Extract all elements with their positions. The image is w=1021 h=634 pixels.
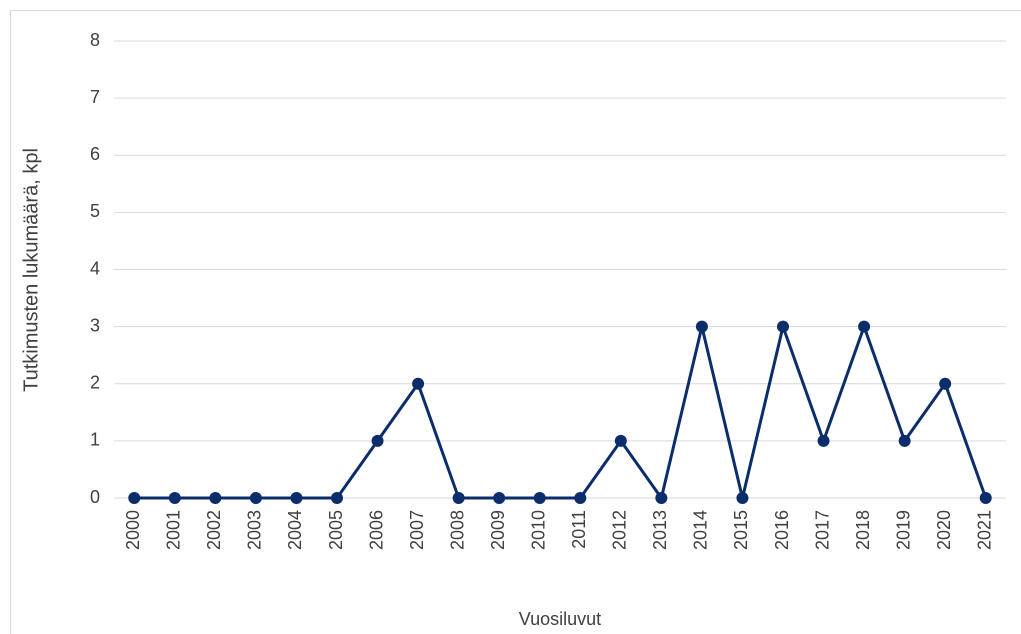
x-tick-label: 2021 (974, 510, 994, 550)
y-tick-label: 4 (90, 258, 100, 278)
data-point (574, 492, 587, 504)
y-tick-label: 7 (90, 87, 100, 107)
x-tick-label: 2012 (610, 510, 630, 550)
data-point (371, 434, 384, 447)
y-tick-label: 2 (90, 373, 100, 393)
data-point (655, 492, 668, 504)
x-tick-label: 2017 (812, 510, 832, 550)
data-point (168, 492, 181, 504)
data-point (209, 492, 222, 504)
y-tick-label: 0 (90, 487, 100, 507)
x-tick-label: 2016 (772, 510, 792, 550)
x-axis-label: Vuosiluvut (519, 609, 601, 629)
x-tick-label: 2015 (731, 510, 751, 550)
data-point (939, 377, 952, 390)
data-point (249, 492, 262, 504)
x-tick-label: 2004 (285, 510, 305, 550)
x-tick-label: 2003 (245, 510, 265, 550)
data-point (614, 434, 627, 447)
data-point (898, 434, 911, 447)
chart-border (10, 10, 1021, 634)
data-point (777, 320, 789, 333)
x-tick-label: 2019 (893, 510, 913, 550)
data-point (493, 492, 506, 504)
x-tick-label: 2010 (528, 510, 548, 550)
x-tick-label: 2009 (488, 510, 508, 550)
x-tick-label: 2008 (447, 510, 467, 550)
data-point (858, 320, 871, 333)
x-tick-label: 2014 (691, 510, 711, 550)
y-tick-label: 1 (90, 430, 100, 450)
data-point (412, 377, 425, 390)
x-tick-label: 2000 (123, 510, 143, 550)
x-tick-label: 2006 (366, 510, 386, 550)
x-tick-label: 2020 (934, 510, 954, 550)
x-tick-label: 2011 (569, 510, 589, 549)
data-line (134, 325, 988, 500)
data-point (290, 492, 303, 504)
y-axis-label: Tutkimusten lukumäärä, kpl (20, 148, 42, 392)
x-tick-label: 2013 (650, 510, 670, 550)
data-point (533, 492, 546, 504)
data-point (979, 492, 992, 504)
x-tick-label: 2007 (407, 510, 427, 550)
x-tick-label: 2018 (853, 510, 873, 550)
x-tick-label: 2005 (326, 510, 346, 550)
data-point (128, 492, 141, 504)
x-tick-label: 2002 (204, 510, 224, 550)
data-point (331, 492, 343, 504)
data-point (695, 320, 708, 333)
x-tick-label: 2001 (164, 510, 184, 550)
data-point (736, 492, 749, 504)
y-tick-label: 8 (90, 30, 100, 50)
y-tick-label: 3 (90, 315, 100, 335)
y-tick-label: 6 (90, 144, 100, 164)
data-point (817, 434, 830, 447)
data-point (452, 492, 465, 504)
y-tick-label: 5 (90, 201, 100, 221)
